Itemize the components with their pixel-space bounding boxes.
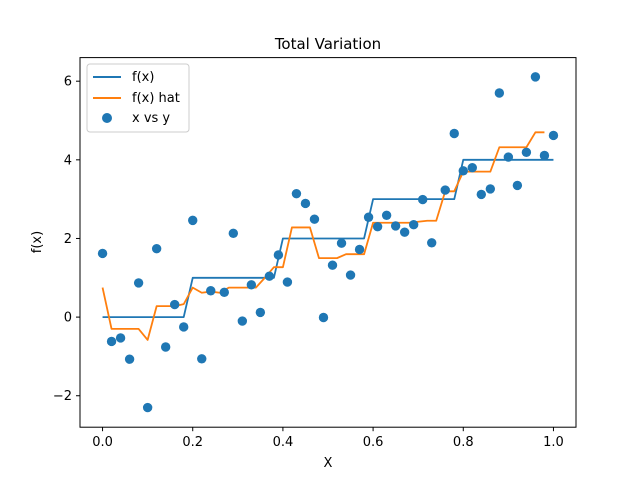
- legend-box: [86, 63, 190, 133]
- scatter-point: [427, 238, 437, 248]
- scatter-point: [197, 354, 207, 364]
- scatter-point: [115, 333, 126, 343]
- x-axis: 0.0 0.2 0.4 0.6 0.8 1.0: [92, 427, 564, 450]
- scatter-point: [363, 212, 374, 222]
- scatter-point: [354, 244, 365, 255]
- scatter-point: [467, 162, 477, 173]
- scatter-point: [264, 271, 275, 281]
- scatter-point: [97, 248, 108, 259]
- scatter-point: [228, 228, 239, 239]
- series-line-fhat: [101, 131, 545, 341]
- legend: f(x) f(x) hat x vs y: [86, 63, 190, 133]
- scatter-point: [381, 210, 392, 220]
- legend-f-label: f(x): [132, 70, 154, 85]
- scatter-point: [521, 147, 532, 158]
- x-tick-label: 0.4: [273, 435, 294, 450]
- x-axis-label: X: [324, 456, 333, 471]
- x-tick-label: 0.0: [92, 435, 113, 450]
- chart-title: Total Variation: [274, 35, 381, 53]
- scatter-point: [273, 250, 284, 260]
- scatter-point: [142, 402, 153, 413]
- scatter-point: [390, 221, 401, 231]
- y-tick-label: 0: [64, 311, 72, 326]
- y-tick-label: −2: [53, 389, 72, 404]
- scatter-point: [133, 278, 144, 288]
- legend-scatter-label: x vs y: [132, 111, 170, 126]
- scatter-point: [206, 286, 216, 296]
- scatter-point: [485, 184, 496, 194]
- scatter-point: [309, 214, 320, 224]
- scatter-point: [539, 150, 550, 161]
- scatter-point: [300, 198, 311, 209]
- scatter-point: [291, 188, 302, 199]
- x-tick-label: 1.0: [543, 435, 564, 450]
- scatter-point: [476, 189, 487, 200]
- scatter-point: [417, 194, 428, 205]
- scatter-point: [530, 72, 541, 82]
- scatter-point: [458, 166, 468, 176]
- y-axis: −2 0 2 4 6: [53, 75, 80, 404]
- y-tick-label: 4: [64, 153, 72, 168]
- scatter-point: [327, 260, 338, 270]
- scatter-point: [151, 243, 162, 254]
- scatter-point: [246, 280, 257, 290]
- scatter-point: [503, 152, 514, 162]
- scatter-point: [548, 130, 559, 141]
- axes-frame: [79, 57, 577, 428]
- y-axis-label: f(x): [30, 231, 45, 253]
- scatter-point: [124, 354, 135, 364]
- scatter-point: [255, 307, 266, 318]
- scatter-point: [318, 312, 329, 323]
- scatter-point: [179, 322, 189, 332]
- scatter-point: [237, 316, 248, 326]
- scatter-point: [169, 299, 180, 310]
- plot-area: [97, 72, 559, 413]
- scatter-point: [440, 185, 450, 195]
- scatter-point: [494, 88, 505, 98]
- y-tick-label: 2: [64, 232, 72, 247]
- x-tick-label: 0.6: [363, 435, 384, 450]
- scatter-point: [188, 215, 198, 226]
- y-tick-label: 6: [64, 75, 72, 90]
- x-tick-label: 0.8: [453, 435, 474, 450]
- scatter-point: [160, 342, 171, 352]
- scatter-point: [282, 277, 293, 287]
- x-tick-label: 0.2: [182, 435, 203, 450]
- scatter-point: [345, 270, 356, 280]
- scatter-point: [408, 220, 419, 230]
- legend-fhat-label: f(x) hat: [132, 91, 180, 106]
- scatter-point: [219, 287, 229, 298]
- scatter-point: [336, 238, 347, 248]
- scatter-point: [399, 227, 410, 237]
- scatter-point: [449, 128, 459, 139]
- legend-scatter-swatch: [102, 113, 112, 123]
- scatter-point: [372, 221, 383, 232]
- scatter-point: [106, 336, 117, 347]
- scatter-point: [512, 180, 523, 191]
